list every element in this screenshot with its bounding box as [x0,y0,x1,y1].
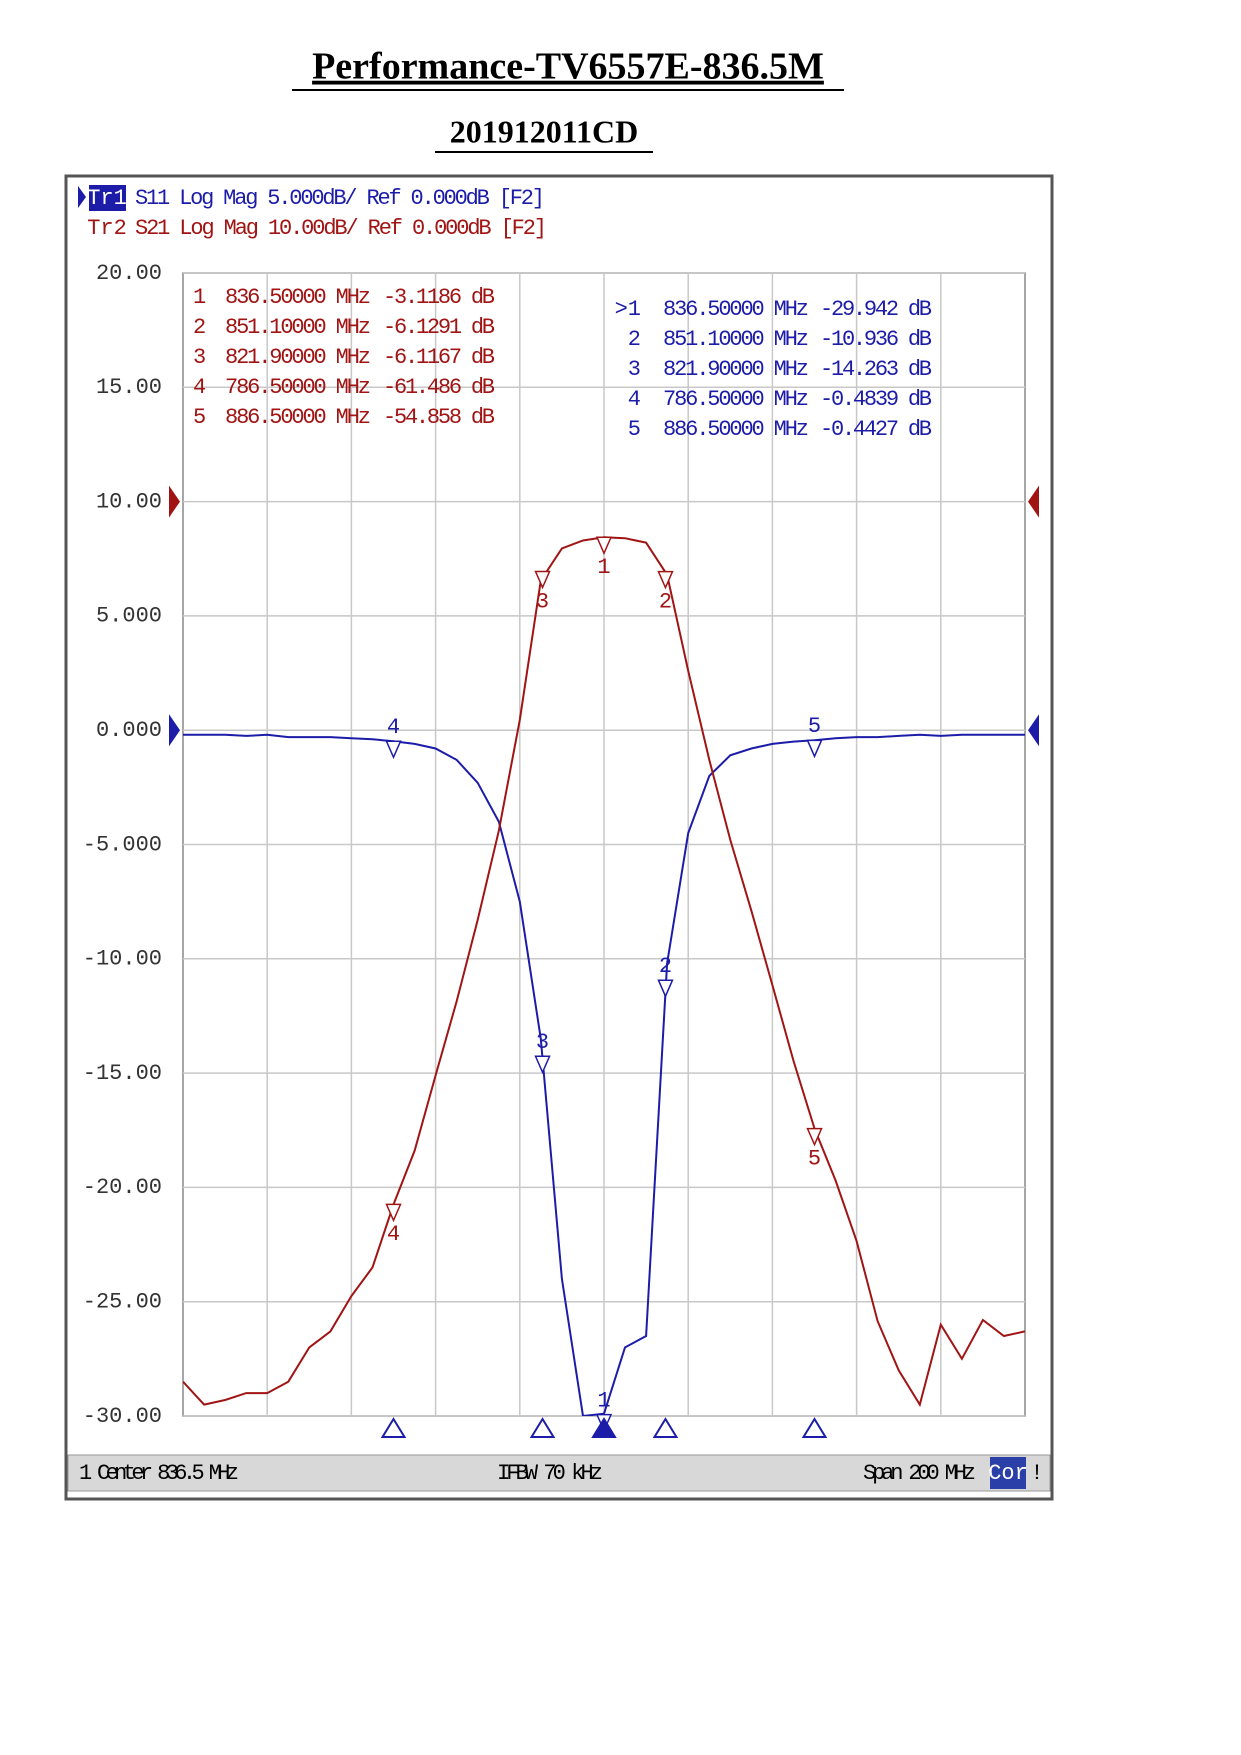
marker-number: 1 [597,1388,610,1413]
cor-label: Cor [988,1461,1028,1486]
marker-readout-frequency: 886.50000 MHz [663,417,809,442]
marker-number: 5 [808,1146,821,1171]
marker-readout-value: -0.4427 dB [820,417,932,442]
status-bar [67,1454,1051,1492]
y-tick-label: 0.000 [96,718,162,743]
marker-readout-value: -61.486 dB [383,375,495,400]
marker-number: 5 [808,714,821,739]
stimulus-marker [591,1417,617,1438]
trace-line [183,733,1025,1416]
channel-label: 1 [79,1461,92,1486]
span-label: Span 200 MHz [863,1461,976,1486]
marker-readout-name: 5 [628,417,641,442]
active-trace-box [89,185,126,211]
ref-arrow-left [169,485,180,518]
y-tick-label: 15.00 [96,375,162,400]
marker-readout-value: -14.263 dB [820,357,932,382]
trace-name: Tr2 [87,216,127,241]
stimulus-marker [652,1417,679,1438]
marker-readout-value: -29.942 dB [820,297,932,322]
marker-readout-name: 3 [628,357,641,382]
y-tick-label: -25.00 [83,1290,162,1315]
marker-readout-name: 3 [193,345,206,370]
marker-readout-name: 2 [628,327,641,352]
y-tick-label: 5.000 [96,604,162,629]
ref-arrow-left [169,714,180,747]
marker-readout-name: 4 [628,387,641,412]
active-trace-arrow [78,186,86,208]
marker-readout-value: -3.1186 dB [383,285,495,310]
marker-triangle [806,1127,823,1147]
marker-triangle [806,739,823,759]
y-tick-label: -20.00 [83,1175,162,1200]
marker-readout-frequency: 851.10000 MHz [663,327,809,352]
marker-readout-frequency: 886.50000 MHz [225,405,371,430]
y-tick-label: -10.00 [83,947,162,972]
trace-description: S21 Log Mag 10.00dB/ Ref 0.000dB [F2] [135,216,547,241]
stimulus-marker [801,1417,828,1438]
marker-triangle [385,1203,402,1223]
marker-readout-name: 5 [193,405,206,430]
marker-readout-frequency: 786.50000 MHz [663,387,809,412]
stimulus-marker [529,1417,556,1438]
cor-box [990,1457,1026,1489]
marker-number: 3 [536,589,549,614]
marker-triangle [534,1055,551,1075]
marker-number: 2 [659,954,672,979]
marker-readout-value: -6.1167 dB [383,345,495,370]
marker-readout-value: -10.936 dB [820,327,932,352]
marker-triangle [657,570,674,590]
y-tick-label: 20.00 [96,261,162,286]
marker-readout-frequency: 836.50000 MHz [663,297,809,322]
marker-number: 1 [597,555,610,580]
ifbw-label: IFBW 70 kHz [497,1461,603,1486]
marker-number: 4 [387,1222,400,1247]
marker-readout-name: 2 [193,315,206,340]
y-tick-label: -5.000 [83,832,162,857]
marker-readout-value: -6.1291 dB [383,315,495,340]
chart-subtitle: 201912011CD [450,113,638,149]
marker-readout-value: -54.858 dB [383,405,495,430]
marker-number: 4 [387,715,400,740]
trace-name: Tr1 [87,186,127,211]
marker-readout-frequency: 836.50000 MHz [225,285,371,310]
marker-triangle [385,740,402,760]
y-tick-label: 10.00 [96,489,162,514]
marker-triangle [534,570,551,590]
marker-readout-name: 1 [193,285,206,310]
y-tick-label: -15.00 [83,1061,162,1086]
status-label: ! [1030,1461,1043,1486]
marker-readout-frequency: 821.90000 MHz [663,357,809,382]
marker-readout-name: 4 [193,375,206,400]
ref-arrow-right [1028,485,1039,518]
marker-readout-frequency: 821.90000 MHz [225,345,371,370]
stimulus-marker [380,1417,407,1438]
marker-readout-value: -0.4839 dB [820,387,932,412]
marker-readout-frequency: 786.50000 MHz [225,375,371,400]
trace-description: S11 Log Mag 5.000dB/ Ref 0.000dB [F2] [135,186,545,211]
marker-number: 2 [659,589,672,614]
marker-triangle [595,536,613,556]
center-label: Center 836.5 MHz [97,1461,239,1486]
chart-title: Performance-TV6557E-836.5M [312,46,824,88]
y-tick-label: -30.00 [83,1404,162,1429]
marker-readout-frequency: 851.10000 MHz [225,315,371,340]
ref-arrow-right [1028,714,1039,747]
marker-readout-name: >1 [615,297,641,322]
marker-number: 3 [536,1030,549,1055]
marker-triangle [657,979,674,999]
